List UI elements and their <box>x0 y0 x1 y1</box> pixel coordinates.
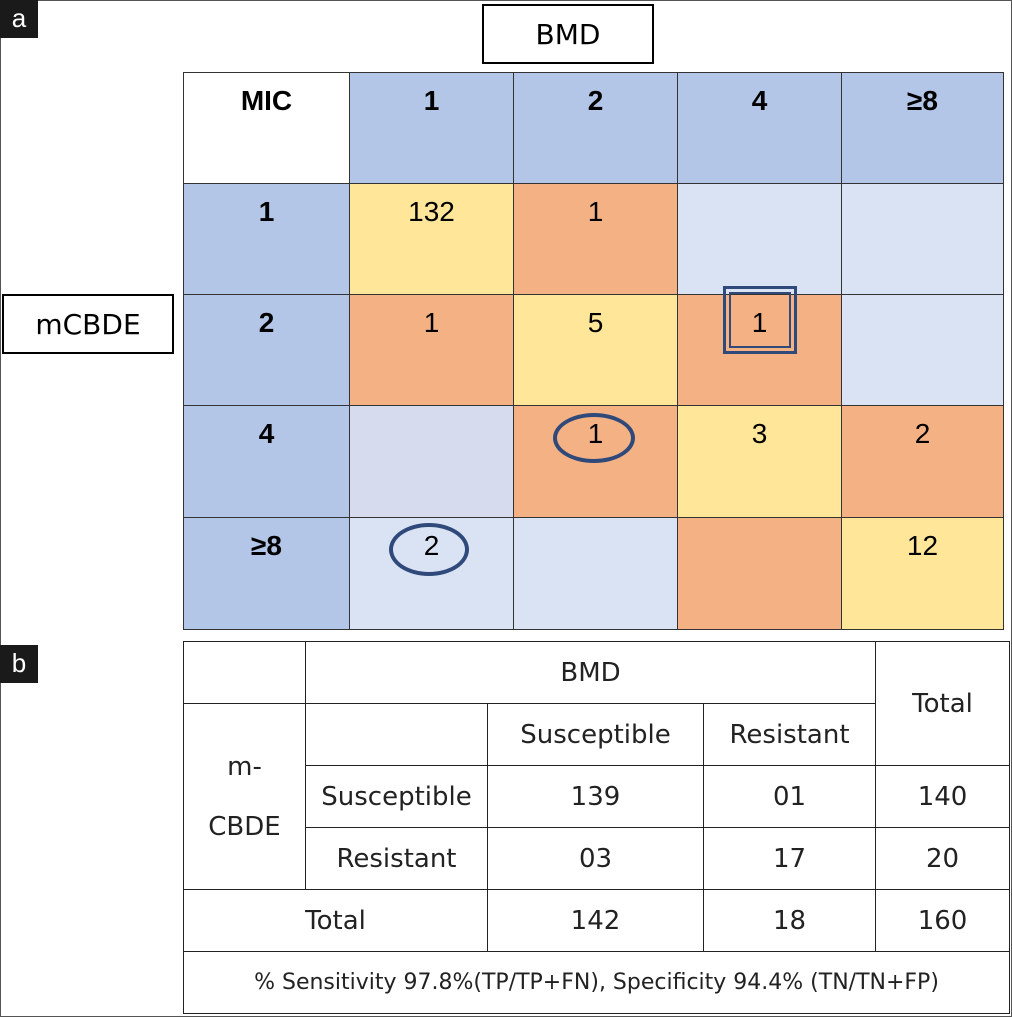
row-header-4: 4 <box>183 405 350 518</box>
col-header-1: 1 <box>349 72 514 184</box>
row-label-susceptible: Susceptible <box>305 765 488 828</box>
bmd-axis-label: BMD <box>482 4 654 64</box>
very-major-error-square-marker <box>723 286 797 354</box>
col-header-ge8: ≥8 <box>841 72 1004 184</box>
panel-label-b: b <box>0 645 38 683</box>
matrix-cell <box>841 294 1004 406</box>
matrix-cell: 132 <box>349 183 514 295</box>
table-cell: 20 <box>875 827 1011 890</box>
contingency-table: BMD Total m- CBDE Susceptible Resistant … <box>182 641 1011 1014</box>
matrix-cell: 1 <box>513 183 678 295</box>
table-cell: 18 <box>702 889 877 952</box>
matrix-cell <box>513 517 678 630</box>
col-header-susceptible: Susceptible <box>487 703 704 766</box>
table-cell: 140 <box>875 765 1011 828</box>
table-cell: 03 <box>487 827 704 890</box>
table-cell: 17 <box>702 827 877 890</box>
empty-cell <box>305 703 488 766</box>
row-group-line-2: CBDE <box>208 811 281 842</box>
table-cell: 160 <box>875 889 1011 952</box>
col-header-4: 4 <box>677 72 842 184</box>
matrix-cell: 1 <box>349 294 514 406</box>
row-label-resistant: Resistant <box>305 827 488 890</box>
row-header-2: 2 <box>183 294 350 406</box>
matrix-cell: 3 <box>677 405 842 518</box>
matrix-cell <box>349 405 514 518</box>
mcbde-row-group-label: m- CBDE <box>183 703 306 890</box>
row-group-line-1: m- <box>227 751 262 782</box>
row-header-1: 1 <box>183 183 350 295</box>
matrix-cell <box>677 183 842 295</box>
empty-cell <box>183 641 306 704</box>
panel-label-a: a <box>0 0 38 38</box>
mic-agreement-matrix: MIC 1 2 4 ≥8 1 132 1 2 1 5 1 4 1 3 2 ≥8 … <box>183 72 1004 630</box>
matrix-corner-mic: MIC <box>183 72 350 184</box>
matrix-cell: 12 <box>841 517 1004 630</box>
total-column-header: Total <box>875 641 1011 766</box>
major-error-circle-marker <box>553 413 635 463</box>
table-cell: 142 <box>487 889 704 952</box>
col-header-2: 2 <box>513 72 678 184</box>
matrix-cell: 2 <box>841 405 1004 518</box>
sensitivity-specificity-footer: % Sensitivity 97.8%(TP/TP+FN), Specifici… <box>182 951 1011 1014</box>
col-header-resistant: Resistant <box>702 703 877 766</box>
matrix-cell: 5 <box>513 294 678 406</box>
table-cell: 139 <box>487 765 704 828</box>
row-header-ge8: ≥8 <box>183 517 350 630</box>
major-error-circle-marker <box>389 523 469 576</box>
matrix-cell <box>841 183 1004 295</box>
row-label-total: Total <box>183 889 488 952</box>
matrix-cell <box>677 517 842 630</box>
bmd-header: BMD <box>304 641 877 704</box>
mcbde-axis-label: mCBDE <box>2 294 174 354</box>
table-cell: 01 <box>702 765 877 828</box>
